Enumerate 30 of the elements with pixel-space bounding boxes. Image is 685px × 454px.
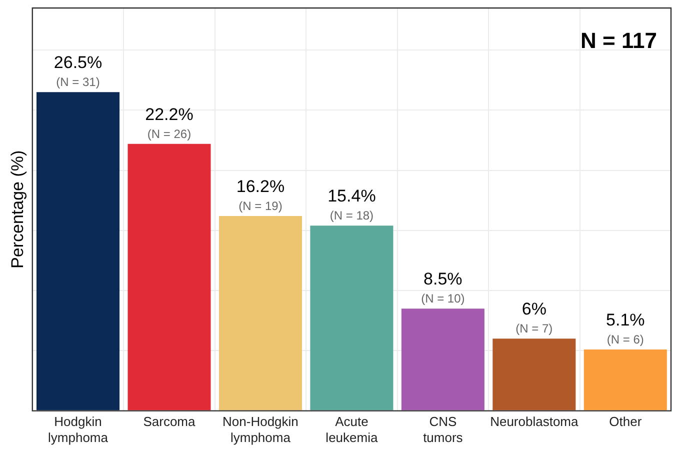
data-label: 8.5% bbox=[424, 270, 462, 289]
x-tick-label: CNS tumors bbox=[423, 414, 464, 445]
x-tick-label: Hodgkin lymphoma bbox=[48, 414, 109, 445]
bar bbox=[310, 226, 394, 410]
bar bbox=[218, 216, 302, 410]
y-axis-title: Percentage (%) bbox=[8, 150, 27, 268]
data-label: 16.2% bbox=[236, 177, 285, 196]
x-tick-label: Neuroblastoma bbox=[490, 414, 580, 430]
data-label: 5.1% bbox=[606, 310, 645, 330]
bar bbox=[128, 144, 211, 410]
x-tick-label: Non-Hodgkin lymphoma bbox=[222, 414, 298, 445]
data-label: 22.2% bbox=[145, 104, 194, 124]
x-tick-label: Acute leukemia bbox=[326, 414, 378, 445]
bar bbox=[401, 308, 484, 410]
bar bbox=[492, 338, 576, 410]
annotation: (N = 26) bbox=[147, 126, 192, 141]
annotation: N = 117 bbox=[580, 28, 657, 53]
annotation: (N = 10) bbox=[421, 292, 465, 306]
bar bbox=[584, 349, 667, 410]
annotation: (N = 18) bbox=[330, 208, 374, 223]
annotation: (N = 6) bbox=[606, 332, 644, 346]
data-label: 26.5% bbox=[54, 53, 102, 72]
data-label: 15.4% bbox=[328, 186, 376, 206]
bar bbox=[36, 92, 120, 410]
annotation: (N = 7) bbox=[516, 322, 553, 336]
x-tick-label: Sarcoma bbox=[143, 414, 196, 430]
x-tick-label: Other bbox=[609, 414, 642, 430]
annotation: (N = 31) bbox=[56, 75, 100, 90]
annotation: (N = 19) bbox=[238, 199, 282, 214]
data-label: 6% bbox=[522, 300, 546, 319]
